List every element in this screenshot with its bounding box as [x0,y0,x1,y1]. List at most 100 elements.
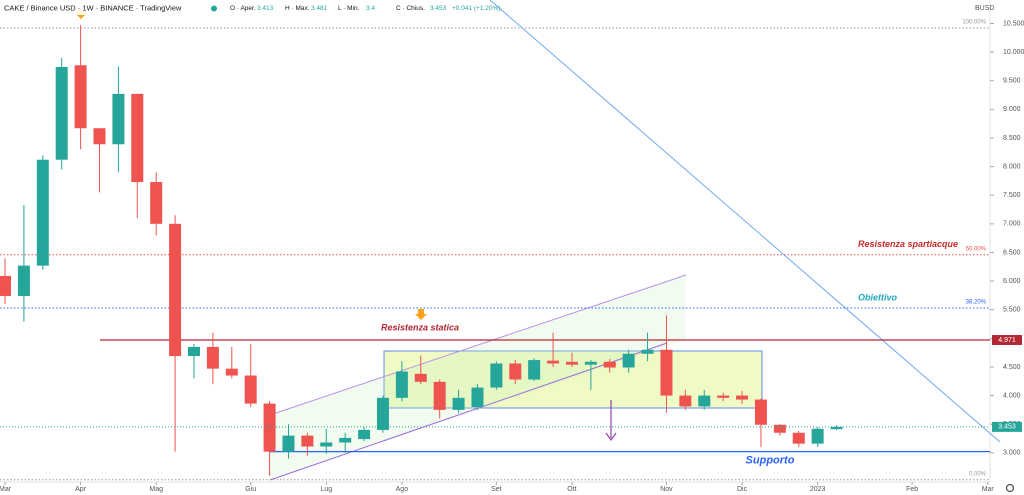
candle-body [603,361,616,368]
price-tag [992,421,1022,432]
y-tick-label: 9.500 [1003,78,1021,85]
header-bg [0,2,222,15]
candle-body [282,435,295,452]
ohlc-label: L · Min. [338,5,360,12]
ohlc-change: +0.041 (+1.20%) [452,5,500,12]
candle-body [93,128,106,145]
y-tick-label: 10.500 [1003,20,1024,27]
candle-body [679,395,692,407]
ohlc-value: 3.481 [311,5,328,12]
candle-body [301,435,314,447]
price-tag-label: 3.453 [998,424,1016,431]
candle-body [339,437,352,443]
candle-body [792,432,805,444]
candle-body [74,65,87,129]
y-tick-label: 4.500 [1003,364,1021,371]
x-tick-label: Apr [75,486,87,493]
ohlc-value: 3.453 [430,5,447,12]
candle-body [471,387,484,408]
x-tick-label: Mag [149,486,163,493]
x-tick-label: Ott [567,486,576,493]
ohlc-value: 3.4 [366,5,375,12]
y-tick-label: 10.000 [1003,49,1024,56]
y-tick-label: 8.500 [1003,135,1021,142]
y-axis-label: BUSD [975,5,994,12]
y-tick-label: 9.000 [1003,106,1021,113]
candle-body [528,360,541,380]
x-tick-label: Mar [982,486,995,493]
x-tick-label: Set [491,486,502,493]
arrow-head [605,432,617,442]
x-tick-label: Giu [245,486,256,493]
candle-body [131,93,144,183]
candle-body [773,424,786,433]
candle-body [509,363,522,380]
marker-arrow [415,309,427,320]
settings-icon[interactable] [1005,483,1015,493]
candle-body [811,428,824,444]
candle-body [584,361,597,365]
y-tick-label: 8.000 [1003,163,1021,170]
y-tick-label: 7.500 [1003,192,1021,199]
candle-body [565,361,578,365]
candle-body [0,275,12,296]
candle-body [358,429,371,440]
fib-label: 100.00% [962,20,986,26]
trend-line [489,0,1001,443]
annotation: Resistenza spartiacque [858,239,958,249]
channel-lower [269,342,668,481]
x-tick-label: Lug [320,486,332,493]
channel-fill [270,275,686,480]
price-tag-label: 4.971 [998,337,1016,344]
candle-body [547,360,560,364]
fib-label: 50.00% [966,246,987,252]
x-tick-label: Nov [660,486,673,493]
candle-body [55,66,68,160]
y-tick-label: 4.000 [1003,392,1021,399]
x-tick-label: Mar [0,486,12,493]
candle-body [754,399,767,425]
candle-body [17,265,30,296]
candle-body [641,349,654,354]
settings-icon[interactable] [1005,483,1015,493]
candle-body [433,381,446,410]
candle-body [736,395,749,400]
candle-body [660,349,673,396]
annotation: Resistenza statica [381,322,459,332]
x-tick-label: Feb [906,486,918,493]
fib-label: 0.00% [969,471,987,477]
candle-body [206,346,219,369]
status-dot [211,5,217,12]
candle-body [36,159,49,266]
candle-body [717,395,730,398]
y-tick-label: 5.500 [1003,307,1021,314]
candle-body [490,363,503,388]
candle-body [263,403,276,452]
candle-body [320,442,333,447]
candle-body [452,397,465,410]
candle-body [169,223,182,357]
candle-body [830,426,843,430]
y-tick-label: 6.000 [1003,278,1021,285]
y-tick-label: 3.000 [1003,450,1021,457]
ohlc-label: H · Max. [285,5,310,12]
candle-body [376,397,389,430]
annotation: Supporto [746,455,795,467]
ohlc-value: 3.413 [257,5,274,12]
x-tick-label: Dic [737,486,748,493]
ohlc-label: O · Aper. [230,5,256,12]
candle-body [622,353,635,368]
candle-body [225,368,238,376]
fib-label: 38.20% [966,300,987,306]
y-tick-label: 6.500 [1003,249,1021,256]
candle-body [244,375,257,404]
y-tick-label: 7.000 [1003,221,1021,228]
ohlc-label: C · Chius. [396,5,425,12]
candle-body [414,373,427,382]
x-tick-label: 2023 [810,486,826,493]
candle-body [112,93,125,145]
candle-body [150,182,163,224]
chart-title: CAKE / Binance USD · 1W · BINANCE · Trad… [4,3,182,12]
candle-body [187,346,200,357]
